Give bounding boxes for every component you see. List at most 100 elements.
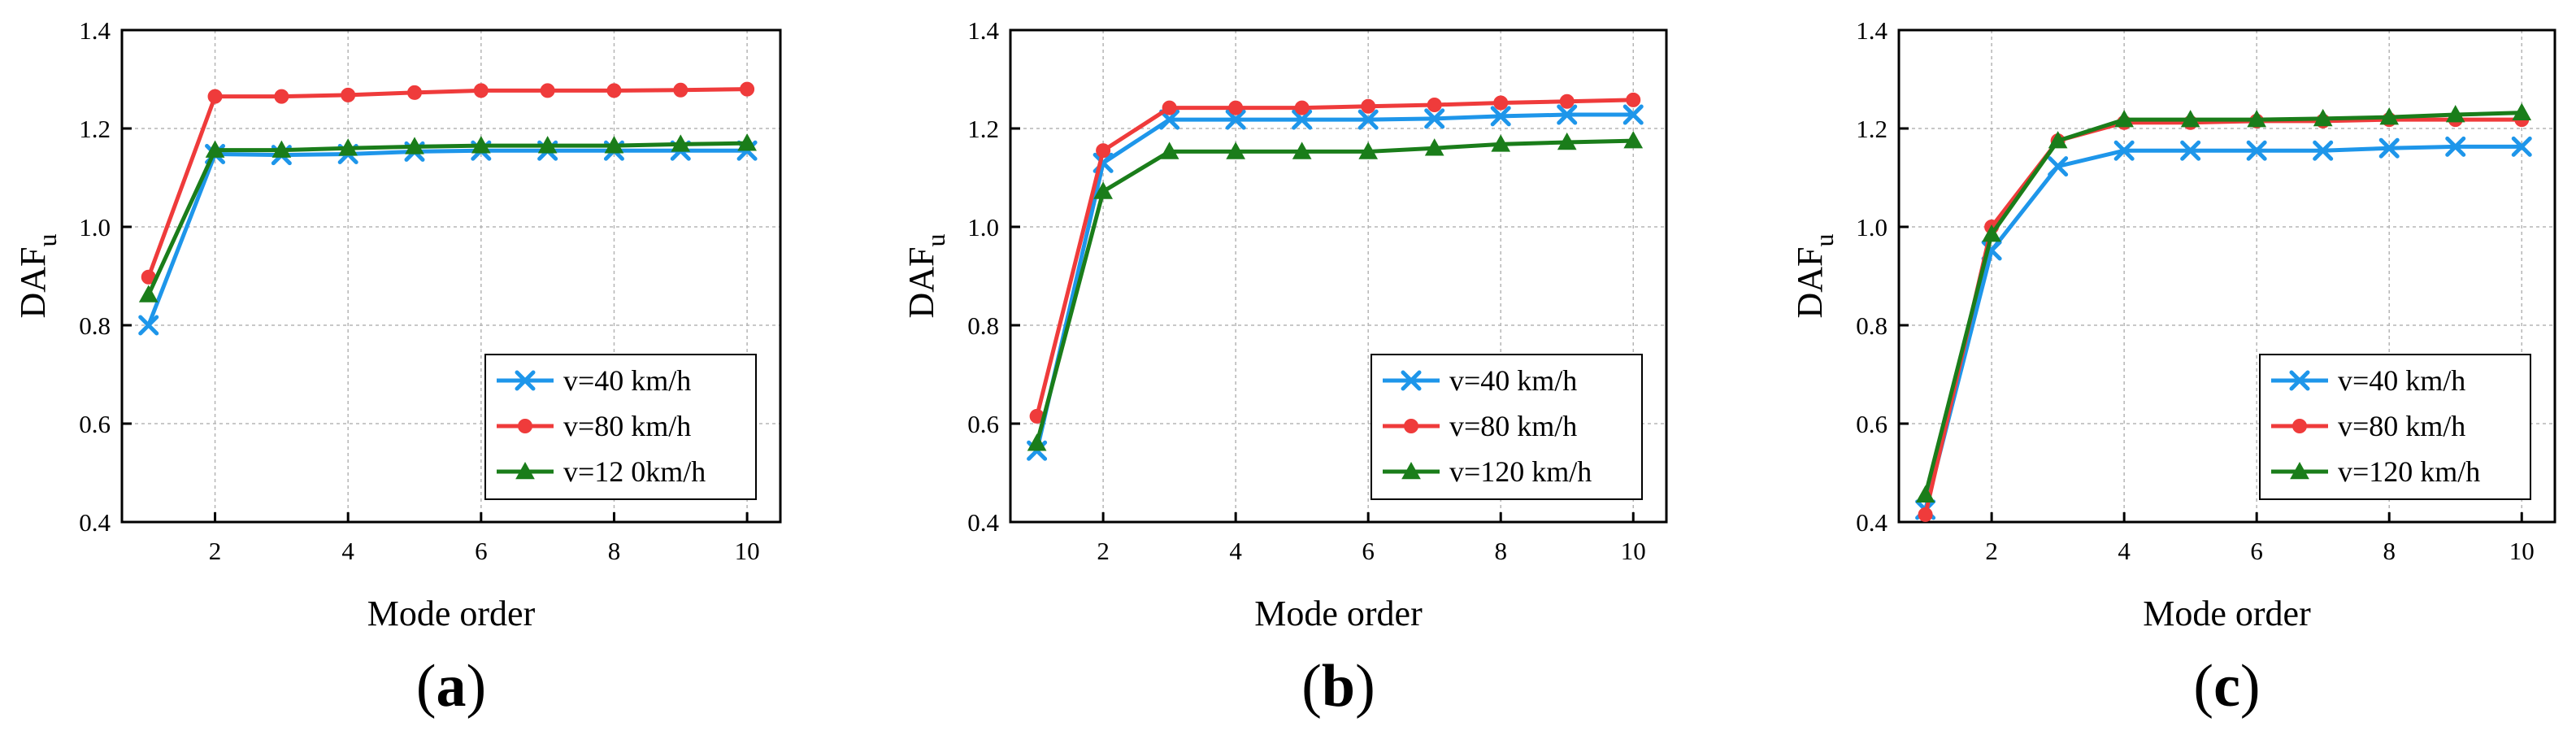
legend-label: v=12 0km/h [563,455,706,488]
data-point [2180,110,2200,128]
legend-label: v=120 km/h [1449,455,1592,488]
x-tick-label: 6 [1362,537,1375,565]
y-tick-label: 0.8 [79,311,111,340]
data-point [1557,132,1577,150]
data-point [1093,181,1113,199]
legend: v=40 km/h v=80 km/h v=120 km/h [1371,354,1643,500]
data-point [604,136,624,154]
data-point [1358,109,1379,130]
x-tick-label: 10 [2509,537,2535,565]
panel-label: (a) [416,653,486,720]
series-3 [1915,102,2532,503]
data-point [338,138,358,156]
data-point [2445,105,2465,123]
y-tick-label: 0.4 [1856,508,1887,537]
data-point [2313,140,2334,161]
legend-label: v=40 km/h [2338,364,2465,397]
x-tick-label: 8 [2383,537,2396,565]
data-point [537,136,558,154]
x-tick-label: 2 [1097,537,1110,565]
x-axis-label: Mode order [367,594,536,633]
data-point [1626,92,1641,107]
data-point [341,87,356,102]
data-point [1292,141,1312,159]
data-point [1225,109,1246,130]
data-point [207,89,223,104]
data-point [1096,143,1111,159]
data-point [2313,108,2333,127]
chart-panel-1: 2 4 6 8 10 0.4 0.6 0.8 1.0 1.2 1.4 Mode order DAFu v=… [13,16,782,720]
x-tick-label: 2 [209,537,222,565]
series-1 [138,140,758,336]
y-tick-label: 1.2 [1856,115,1887,143]
plot-frame [120,28,782,524]
data-point [1557,104,1578,125]
data-point [407,85,422,100]
series-3 [138,133,757,302]
y-tick-label: 0.8 [967,311,999,340]
data-point [1915,485,1935,503]
y-tick-label: 0.4 [79,508,111,537]
y-tick-label: 1.0 [967,213,999,241]
data-point [2378,137,2400,159]
data-point [2048,131,2068,149]
data-point [2246,140,2267,161]
data-point [1622,104,1644,125]
legend-marker [2290,461,2309,480]
legend-label: v=40 km/h [563,364,691,397]
data-point [1559,94,1575,109]
data-point [2512,102,2532,120]
data-point [2247,110,2267,128]
y-tick-label: 0.8 [1856,311,1887,340]
legend: v=40 km/h v=80 km/h v=12 0km/h [484,354,757,500]
data-point [138,285,159,302]
data-point [540,83,555,98]
x-axis-label: Mode order [2143,594,2311,633]
legend-label: v=80 km/h [1449,410,1577,442]
y-tick-label: 1.2 [79,115,111,143]
data-point [1982,224,2001,242]
legend-marker [518,419,532,433]
panel-label: (c) [2193,653,2260,720]
x-tick-label: 8 [608,537,621,565]
legend-marker [2289,370,2310,391]
data-point [671,134,691,152]
data-point [272,140,292,158]
data-point [1427,97,1442,112]
y-axis-label: DAFu [13,233,62,318]
data-point [138,315,159,336]
data-point [1294,100,1310,115]
series-2 [141,81,755,285]
series-line [1035,98,1634,417]
series-3 [1027,131,1644,451]
data-point [1159,109,1180,130]
x-tick-label: 4 [1229,537,1242,565]
legend-marker [1401,461,1421,480]
data-point [740,81,755,97]
y-tick-label: 1.0 [1856,213,1887,241]
series-line [146,141,748,296]
data-point [2113,140,2135,161]
x-tick-label: 2 [1985,537,1998,565]
y-tick-label: 0.4 [967,508,999,537]
y-tick-label: 0.6 [79,410,111,438]
legend-label: v=120 km/h [2338,455,2480,488]
data-point [1292,109,1313,130]
chart-panel-2: 2 4 6 8 10 0.4 0.6 0.8 1.0 1.2 1.4 Mode order DAFu v=… [901,16,1668,720]
data-point [2511,136,2532,157]
plot-frame [1897,28,2556,524]
y-tick-label: 1.0 [79,213,111,241]
legend-marker [2292,419,2307,433]
x-tick-label: 8 [1494,537,1507,565]
x-tick-label: 4 [2118,537,2131,565]
data-point [1228,100,1244,115]
legend-marker [1401,370,1422,391]
series-1 [1027,104,1644,461]
data-point [737,133,757,151]
data-point [2445,136,2466,157]
series-line [1035,112,1634,451]
data-point [1361,98,1376,114]
data-point [1027,433,1047,451]
data-point [2379,107,2400,125]
